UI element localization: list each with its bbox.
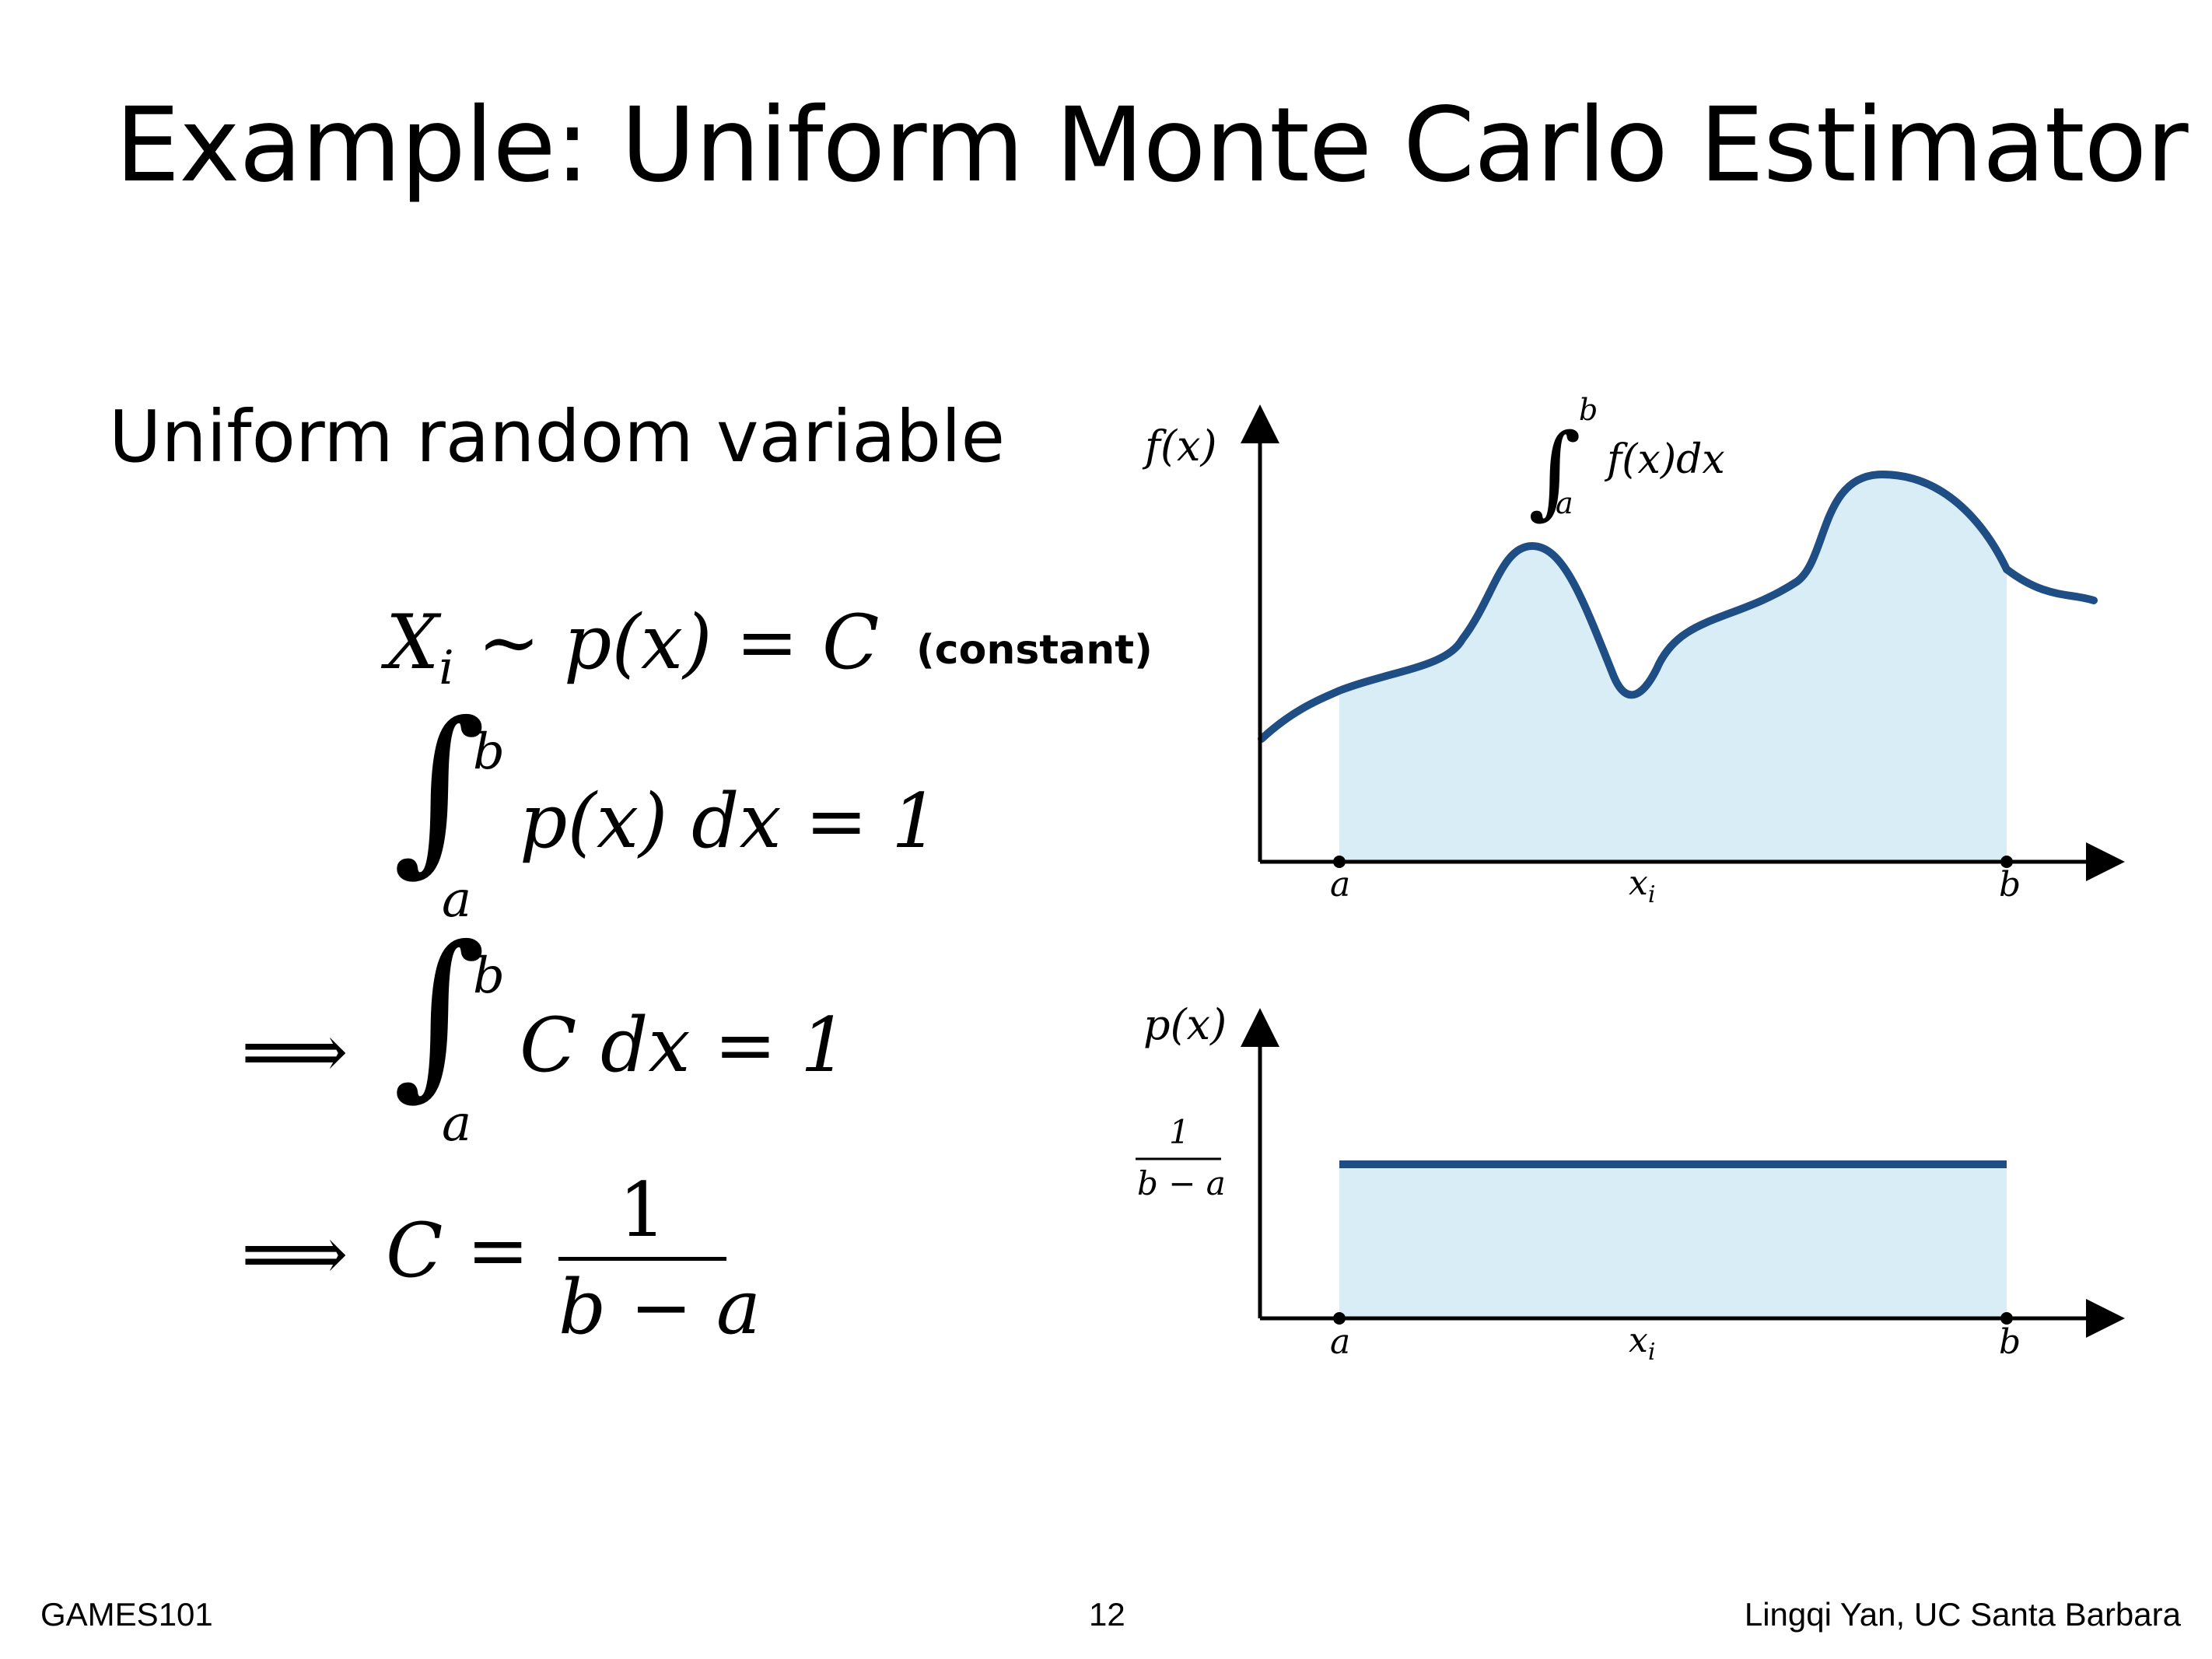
slide-title: Example: Uniform Monte Carlo Estimator [115, 86, 2189, 205]
integral-upper: b [1579, 393, 1598, 427]
f-curve [1258, 470, 2098, 743]
fraction-bar [558, 1257, 726, 1261]
diagram-top: f(x) ∫ b a f(x)dx a xi b [1142, 393, 2125, 908]
tick-x: x [1629, 863, 1648, 903]
tick-label-xi: xi [1629, 1321, 1655, 1366]
integral-body: f(x)dx [1604, 436, 1725, 483]
eq4-numerator: 1 [618, 1167, 667, 1254]
diagram-bottom: p(x) 1 b − a a xi b [1136, 1000, 2125, 1366]
eq2-body: p(x) dx = 1 [520, 778, 940, 865]
integral-sign: ∫ [1528, 411, 1581, 530]
tick-x-sub: i [1648, 881, 1656, 908]
eq3-arrow: ⟹ [241, 1008, 348, 1095]
eq3-lower-limit: a [442, 1095, 472, 1153]
tick-x-sub: i [1648, 1339, 1656, 1366]
footer-right: Lingqi Yan, UC Santa Barbara [1744, 1596, 2181, 1633]
eq1-rest: ∼ p(x) = C [453, 599, 880, 686]
y-axis-label: f(x) [1142, 422, 1217, 471]
eq3-body: C dx = 1 [520, 1002, 849, 1089]
tick-label-b: b [1999, 1322, 2021, 1362]
integral-sign: ∫ [393, 684, 486, 892]
y-axis-label: p(x) [1143, 1000, 1227, 1049]
tick-b-dot [2000, 1312, 2013, 1325]
eq4-arrow: ⟹ [241, 1210, 348, 1297]
tick-a-dot [1333, 856, 1346, 868]
tick-label-xi: xi [1629, 863, 1655, 908]
constant-note: (constant) [916, 627, 1153, 674]
tick-a-dot [1333, 1312, 1346, 1325]
eq1-lhs: X [386, 599, 439, 686]
tick-label-a: a [1330, 865, 1350, 905]
tick-b-dot [2000, 856, 2013, 868]
tick-label-a: a [1330, 1322, 1350, 1362]
eq4-lhs: C = [386, 1207, 530, 1294]
pdf-area [1339, 1164, 2007, 1318]
level-denominator: b − a [1137, 1164, 1226, 1202]
eq2-lower-limit: a [442, 871, 472, 929]
eq3-upper-limit: b [473, 947, 505, 1005]
footer-left: GAMES101 [40, 1596, 213, 1633]
tick-x: x [1629, 1321, 1648, 1360]
eq2-upper-limit: b [473, 723, 505, 781]
integral-sign: ∫ [393, 908, 486, 1116]
level-numerator: 1 [1169, 1113, 1190, 1151]
tick-label-b: b [1999, 865, 2021, 905]
slide-subtitle: Uniform random variable [109, 395, 1006, 478]
eq1-sub: i [439, 641, 454, 696]
integral-lower: a [1556, 486, 1573, 520]
equation-distribution: Xi ∼ p(x) = C [386, 599, 879, 695]
area-under-curve [1339, 474, 2007, 862]
footer-page-number: 12 [1089, 1596, 1125, 1633]
